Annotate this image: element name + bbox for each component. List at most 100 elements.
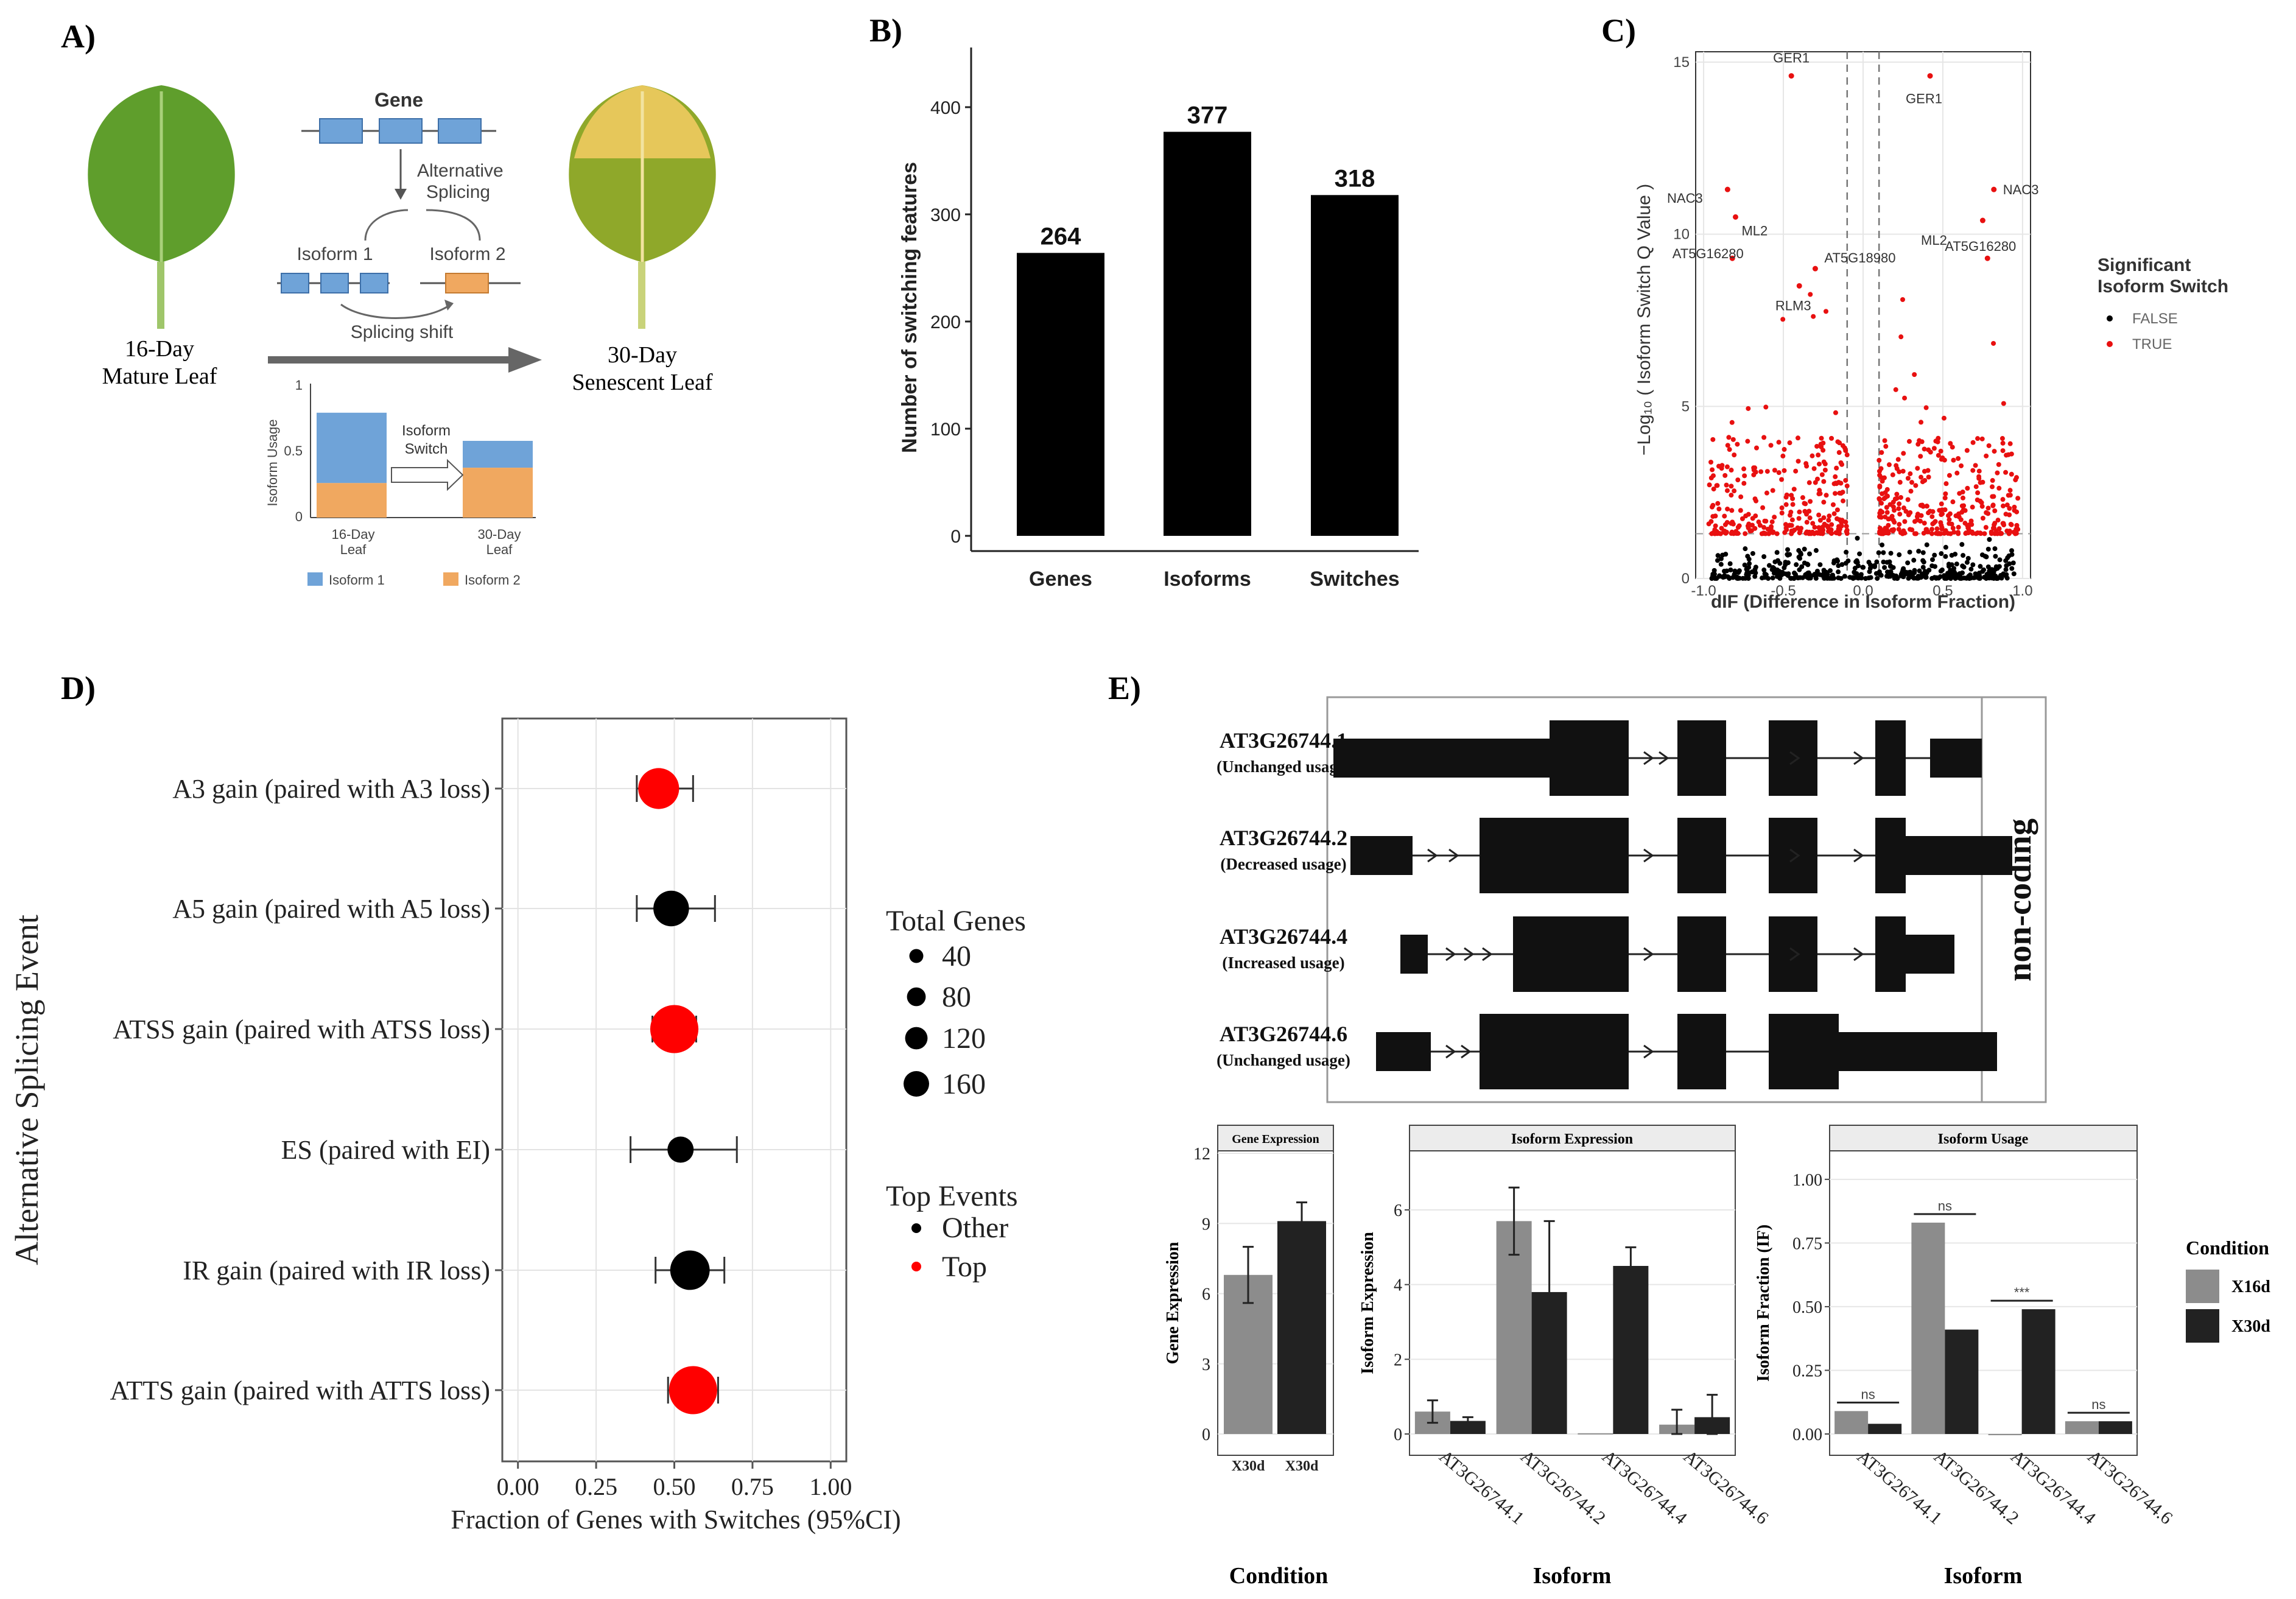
panel-c-point-true [2015,496,2021,501]
panel-c-point-false [1932,552,1937,558]
panel-c-point-true [1898,334,1904,340]
panel-c-point-true [1897,522,1902,527]
panel-c-point-false [1746,564,1752,570]
legend-size-dot [905,1027,928,1050]
panel-c-point-true [2013,475,2019,480]
panel-c-point-true [1811,466,1817,471]
mini-x2-line2: Leaf [486,542,513,557]
panel-c-point-true [1999,531,2004,536]
panel-c-point-true [1950,499,1956,505]
panel-c-labeled-point [1927,73,1933,79]
bar-xtick: AT3G26744.4 [1598,1446,1691,1528]
panel-c-point-true [1780,317,1786,322]
panel-c-point-true [1891,518,1896,523]
panel-c-labeled-point [1724,186,1730,192]
panel-c-point-true [1729,493,1734,498]
panel-c-point-false [1911,558,1917,563]
panel-d-xtick: 1.00 [809,1473,852,1500]
panel-d-point [667,1136,694,1163]
panel-c-point-true [1844,527,1850,533]
panel-c-labeled-point [1796,283,1802,289]
panel-c-point-true [1772,515,1777,520]
panel-c-point-true [1929,527,1935,532]
panel-c-point-false [1718,556,1724,561]
panel-c-point-true [1816,462,1822,467]
panel-c-point-true [1823,309,1828,314]
panel-c-point-true [1918,454,1923,459]
gene-expr-xlabel: Condition [1229,1563,1329,1589]
panel-c-point-true [1776,470,1782,476]
panel-c-point-true [1961,503,1967,508]
panel-c-point-false [1981,574,1987,580]
panel-c-point-true [1745,523,1750,529]
strand-arrow-icon [1461,1044,1472,1059]
panel-c-point-true [1824,493,1829,498]
panel-c-point-true [1984,453,1989,459]
panel-c-point-true [1831,481,1837,487]
panel-c-point-true [1978,480,1983,485]
panel-c-point-true [1782,468,1787,473]
panel-c-point-true [1919,420,1924,425]
panel-c-point-false [1794,562,1799,568]
bar [1578,1433,1613,1435]
panel-c-point-true [1943,481,1949,487]
bar-xtick: AT3G26744.2 [1517,1446,1609,1528]
bar [1613,1266,1649,1434]
panel-c-point-true [1884,505,1889,510]
panel-c-point-true [1810,529,1815,535]
panel-c-gene-label: ML2 [1921,233,1947,248]
panel-c-label: C) [1601,12,1636,49]
panel-c-point-false [1954,561,1959,567]
panel-c-point-false [1943,554,1948,559]
leaf-right-line2: Senescent Leaf [572,370,712,395]
legend-top-dot [911,1262,921,1271]
panel-d-event-label: IR gain (paired with IR loss) [183,1256,490,1285]
legend-false-point [2107,315,2113,322]
panel-c-point-false [1715,553,1721,558]
panel-c-point-true [1769,519,1775,524]
bar-ytick: 0.50 [1792,1298,1822,1317]
panel-c-legend-title1: Significant [2098,255,2191,275]
panel-c-point-true [1713,523,1718,529]
panel-c-point-false [1746,557,1752,562]
panel-c-point-true [1913,531,1919,536]
panel-c-point-true [1947,517,1952,522]
panel-c-point-false [1888,550,1894,556]
panel-c-point-false [1961,564,1967,570]
panel-c-point-true [1729,420,1735,425]
panel-c-point-true [2008,521,2013,527]
panel-c-point-true [1708,475,1714,480]
panel-c-point-true [1973,484,1979,490]
panel-c-point-true [1978,498,1983,504]
panel-c-point-true [1764,490,1769,496]
panel-c-point-true [1897,511,1903,517]
panel-d-point [669,1366,717,1414]
panel-c-point-false [1747,561,1752,566]
panel-c-gene-label: RLM3 [1775,298,1811,313]
significance-label: ns [2091,1397,2105,1412]
panel-c-point-true [1990,494,1995,499]
bar [1868,1424,1902,1434]
cds-exon [1677,1014,1726,1089]
bar-ytick: 9 [1202,1215,1210,1234]
panel-c-point-true [1791,487,1797,492]
panel-c-point-false [1733,574,1739,580]
panel-c-point-false [1991,575,1996,581]
panel-c-point-true [1784,492,1789,497]
panel-c-point-false [1839,562,1845,568]
panel-c-point-false [1752,567,1758,572]
strand-arrow-icon [1853,751,1864,765]
panel-c-point-false [1836,569,1841,575]
legend-size-label: 120 [942,1022,986,1055]
panel-c-point-true [1772,468,1777,473]
panel-c-point-true [2006,493,2011,498]
panel-c-point-true [1922,446,1927,452]
mini-x1-line2: Leaf [340,542,367,557]
isoform-usage-label: (Unchanged usage) [1216,1051,1350,1069]
panel-c-point-false [1857,551,1862,557]
iso-expr-ylabel: Isoform Expression [1358,1232,1377,1374]
panel-c-point-false [1766,575,1771,581]
panel-c-point-true [1902,395,1908,401]
panel-c-point-true [1782,447,1787,452]
panel-c-point-true [1797,509,1802,515]
